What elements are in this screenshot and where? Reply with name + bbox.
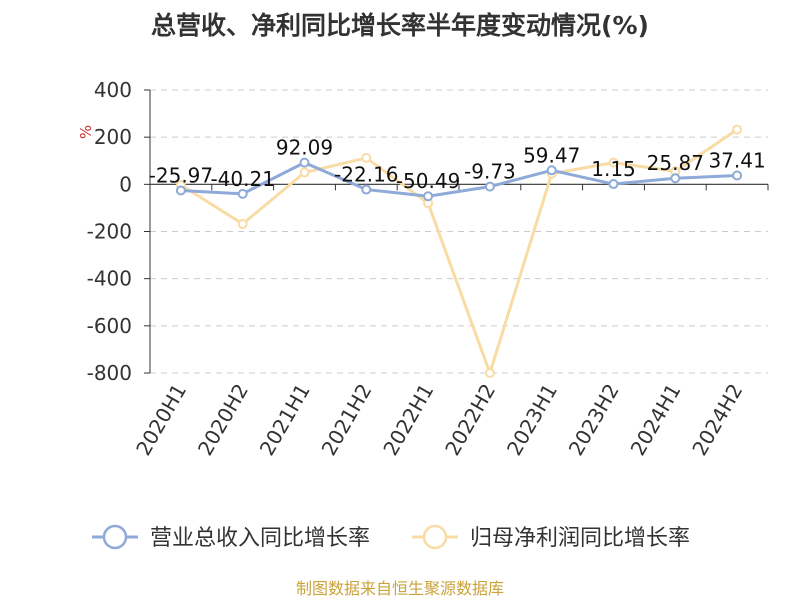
- x-tick-label: 2020H2: [193, 380, 253, 460]
- x-tick-label: 2021H2: [317, 380, 377, 460]
- x-tick-label: 2024H2: [687, 380, 747, 460]
- y-tick-label: -200: [87, 220, 132, 244]
- revenue-data-label: 1.15: [591, 157, 636, 181]
- revenue-point: [546, 165, 557, 176]
- revenue-point: [361, 184, 372, 195]
- series-layer: [175, 124, 743, 378]
- y-tick-label: 200: [94, 125, 132, 149]
- profit-point: [361, 152, 372, 163]
- legend-marker: [102, 524, 128, 550]
- x-tick-label: 2020H1: [131, 380, 191, 460]
- legend-label: 营业总收入同比增长率: [150, 526, 370, 551]
- y-tick-label: 0: [119, 172, 132, 196]
- revenue-data-label: -25.97: [149, 163, 213, 187]
- revenue-point: [237, 188, 248, 199]
- revenue-data-label: -9.73: [464, 160, 516, 184]
- x-tick-label: 2023H2: [564, 380, 624, 460]
- revenue-data-label: -50.49: [396, 169, 460, 193]
- x-tick-label: 2021H1: [255, 380, 315, 460]
- x-tick-label: 2023H1: [502, 380, 562, 460]
- y-axis-unit: %: [77, 125, 95, 139]
- profit-growth-line: [180, 128, 738, 375]
- revenue-data-label: 37.41: [708, 149, 765, 173]
- profit-point: [608, 157, 619, 168]
- revenue-data-label: 25.87: [647, 151, 704, 175]
- source-note: 制图数据来自恒生聚源数据库: [296, 579, 504, 598]
- profit-point: [732, 124, 743, 135]
- profit-point: [299, 167, 310, 178]
- chart-title: 总营收、净利同比增长率半年度变动情况(%): [151, 11, 649, 40]
- legend-label: 归母净利润同比增长率: [470, 526, 690, 551]
- revenue-point: [608, 179, 619, 190]
- revenue-data-label: 59.47: [523, 143, 580, 167]
- x-tick-label: 2024H1: [626, 380, 686, 460]
- legend-marker: [422, 524, 448, 550]
- profit-point: [237, 218, 248, 229]
- revenue-point: [175, 185, 186, 196]
- legend: 营业总收入同比增长率 归母净利润同比增长率: [92, 524, 690, 551]
- revenue-data-label: 92.09: [276, 136, 333, 160]
- legend-item-revenue: 营业总收入同比增长率: [92, 524, 370, 551]
- y-tick-label: -400: [87, 267, 132, 291]
- y-tick-label: -600: [87, 314, 132, 338]
- y-tick-label: 400: [94, 78, 132, 102]
- y-tick-label: -800: [87, 361, 132, 385]
- revenue-data-label: -22.16: [334, 163, 398, 187]
- profit-point: [484, 368, 495, 378]
- x-tick-label: 2022H2: [440, 380, 500, 460]
- revenue-point: [670, 173, 681, 184]
- grid-layer: [150, 89, 768, 374]
- x-tick-label: 2022H1: [378, 380, 438, 460]
- revenue-point: [423, 191, 434, 202]
- revenue-point: [299, 157, 310, 168]
- revenue-point: [484, 181, 495, 192]
- revenue-growth-line: [180, 161, 738, 198]
- revenue-data-label: -40.21: [210, 167, 274, 191]
- revenue-point: [732, 170, 743, 181]
- legend-item-profit: 归母净利润同比增长率: [412, 524, 690, 551]
